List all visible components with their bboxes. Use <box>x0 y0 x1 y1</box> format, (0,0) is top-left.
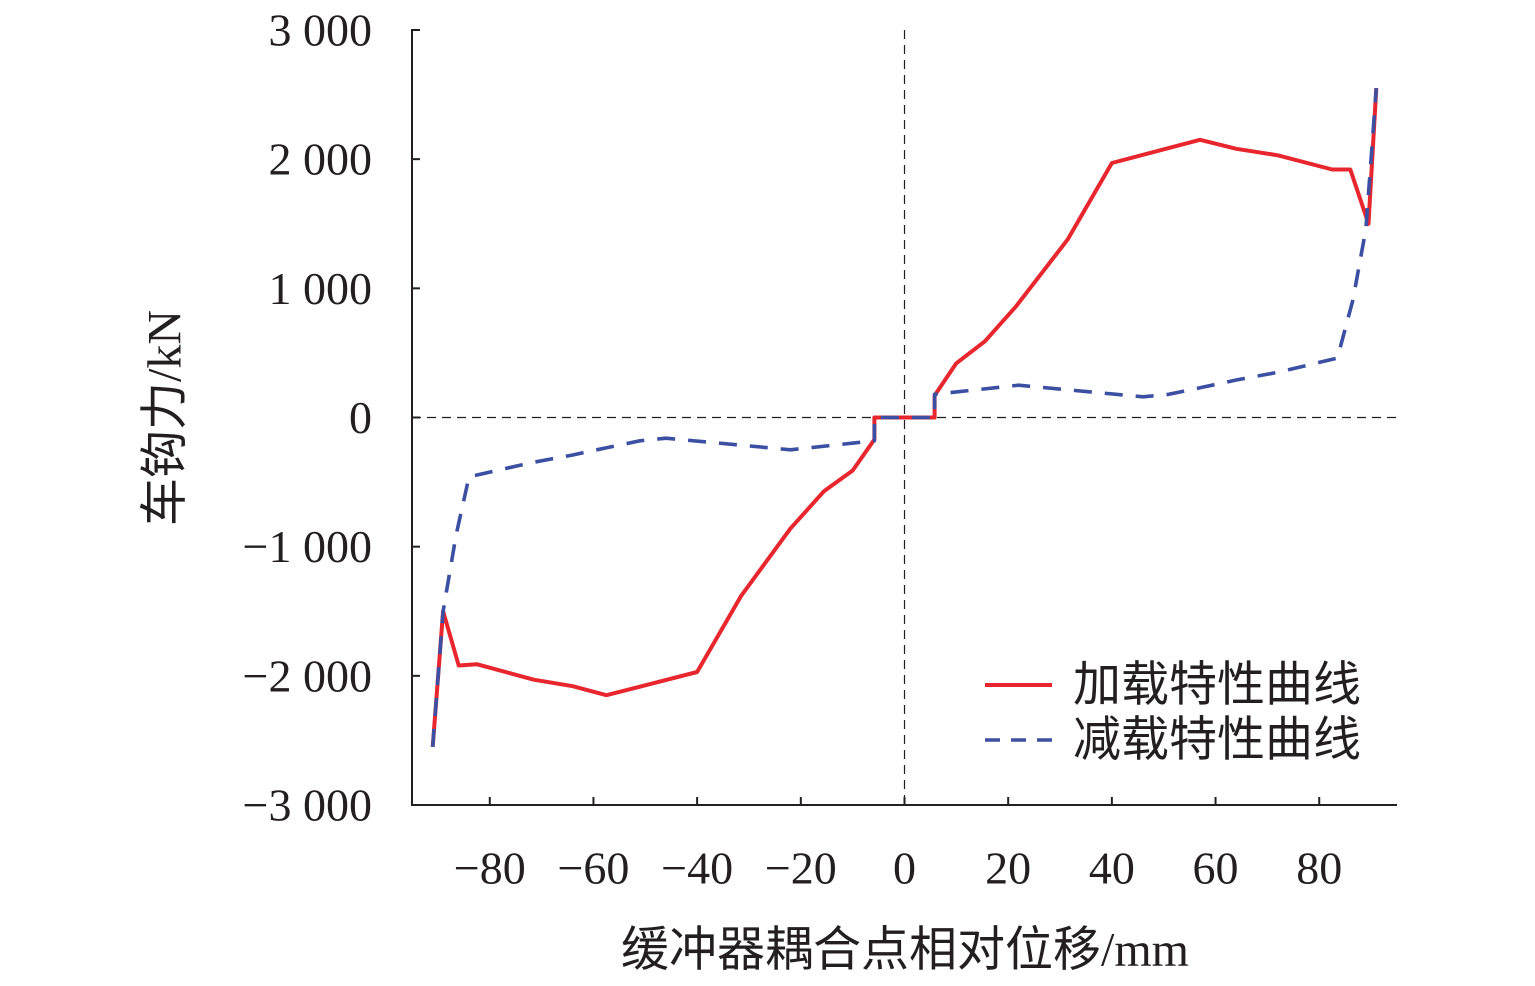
reference-lines <box>412 30 1397 805</box>
legend-label: 减载特性曲线 <box>1073 714 1361 767</box>
legend-item-1: 减载特性曲线 <box>985 714 1361 767</box>
x-axis-label: 缓冲器耦合点相对位移/mm <box>621 924 1189 977</box>
x-tick-label: −60 <box>557 843 629 894</box>
series-layer <box>430 87 1379 748</box>
x-tick-label: −20 <box>765 843 837 894</box>
series-line-0 <box>430 87 1379 748</box>
x-tick-label: 0 <box>893 843 916 894</box>
series-line-1 <box>430 87 1379 748</box>
y-tick-label: 2 000 <box>269 134 373 185</box>
legend-label: 加载特性曲线 <box>1073 659 1361 712</box>
y-tick-label: 3 000 <box>269 5 373 56</box>
x-tick-label: −40 <box>661 843 733 894</box>
x-tick-label: 60 <box>1193 843 1239 894</box>
x-axis-ticks: −80 −60 −40 −20 0 20 40 60 80 <box>454 797 1342 894</box>
legend-item-0: 加载特性曲线 <box>985 659 1361 712</box>
y-axis-label: 车钩力/kN <box>139 310 192 526</box>
x-tick-label: 80 <box>1296 843 1342 894</box>
y-tick-label: −1 000 <box>243 521 372 572</box>
y-tick-label: 1 000 <box>269 263 373 314</box>
y-tick-label: 0 <box>349 392 372 443</box>
y-tick-label: −2 000 <box>243 650 372 701</box>
x-tick-label: 40 <box>1089 843 1135 894</box>
x-tick-label: 20 <box>985 843 1031 894</box>
y-axis-ticks: 3 000 2 000 1 000 0 −1 000 −2 000 −3 000 <box>243 5 420 831</box>
y-tick-label: −3 000 <box>243 780 372 831</box>
x-tick-label: −80 <box>454 843 526 894</box>
